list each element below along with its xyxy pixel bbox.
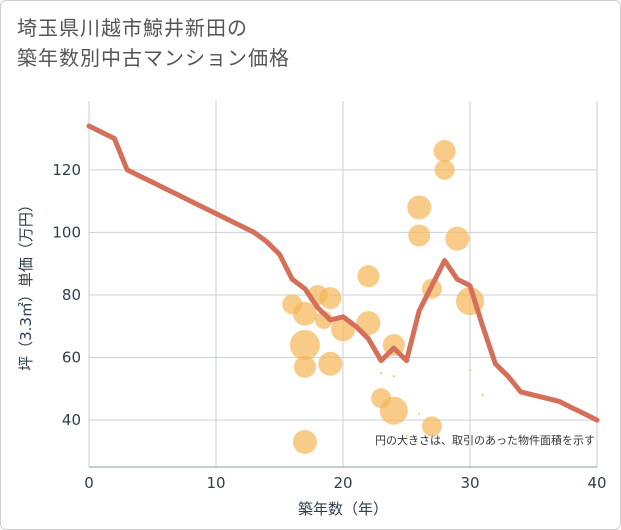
x-tick-label: 0: [84, 474, 94, 492]
bubble-size-note: 円の大きさは、取引のあった物件面積を示す: [375, 433, 595, 447]
bubbles: [282, 140, 484, 454]
bubble: [293, 355, 316, 378]
bubble: [418, 412, 421, 415]
bubble: [292, 301, 317, 326]
y-tick-label: 40: [62, 411, 81, 429]
bubble: [392, 375, 395, 378]
bubble: [421, 416, 442, 437]
y-tick-label: 120: [52, 161, 81, 179]
bubble: [292, 429, 317, 454]
bubble: [445, 226, 470, 251]
chart-title-line-2: 築年数別中古マンション価格: [17, 46, 290, 70]
y-tick-label: 100: [52, 223, 81, 241]
x-axis-label: 築年数（年）: [298, 500, 388, 518]
x-tick-label: 10: [206, 474, 225, 492]
bubble: [318, 351, 343, 376]
grid: [88, 101, 598, 468]
bubble: [433, 140, 456, 163]
bubble: [434, 159, 455, 180]
x-tick-label: 30: [460, 474, 479, 492]
bubble: [356, 311, 381, 336]
bubble: [319, 287, 342, 310]
y-axis-label: 坪（3.3㎡）単価（万円）: [17, 197, 35, 371]
bubble: [357, 265, 380, 288]
chart-title: 埼玉県川越市鯨井新田の 築年数別中古マンション価格: [17, 13, 290, 73]
price-trend-line: [86, 123, 600, 423]
bubble: [380, 372, 383, 375]
bubble: [407, 195, 432, 220]
y-tick-label: 80: [62, 286, 81, 304]
chart-title-line-1: 埼玉県川越市鯨井新田の: [17, 16, 248, 40]
tick-labels: 0 10 20 30 40 40 60 80 100 120: [52, 161, 606, 492]
bubble: [289, 330, 320, 360]
y-tick-label: 60: [62, 349, 81, 367]
bubble: [379, 396, 408, 425]
bubble: [408, 224, 431, 247]
x-tick-label: 40: [587, 474, 606, 492]
x-tick-label: 20: [333, 474, 352, 492]
bubble: [405, 434, 408, 437]
bubble: [481, 394, 484, 397]
bubble: [469, 369, 471, 372]
